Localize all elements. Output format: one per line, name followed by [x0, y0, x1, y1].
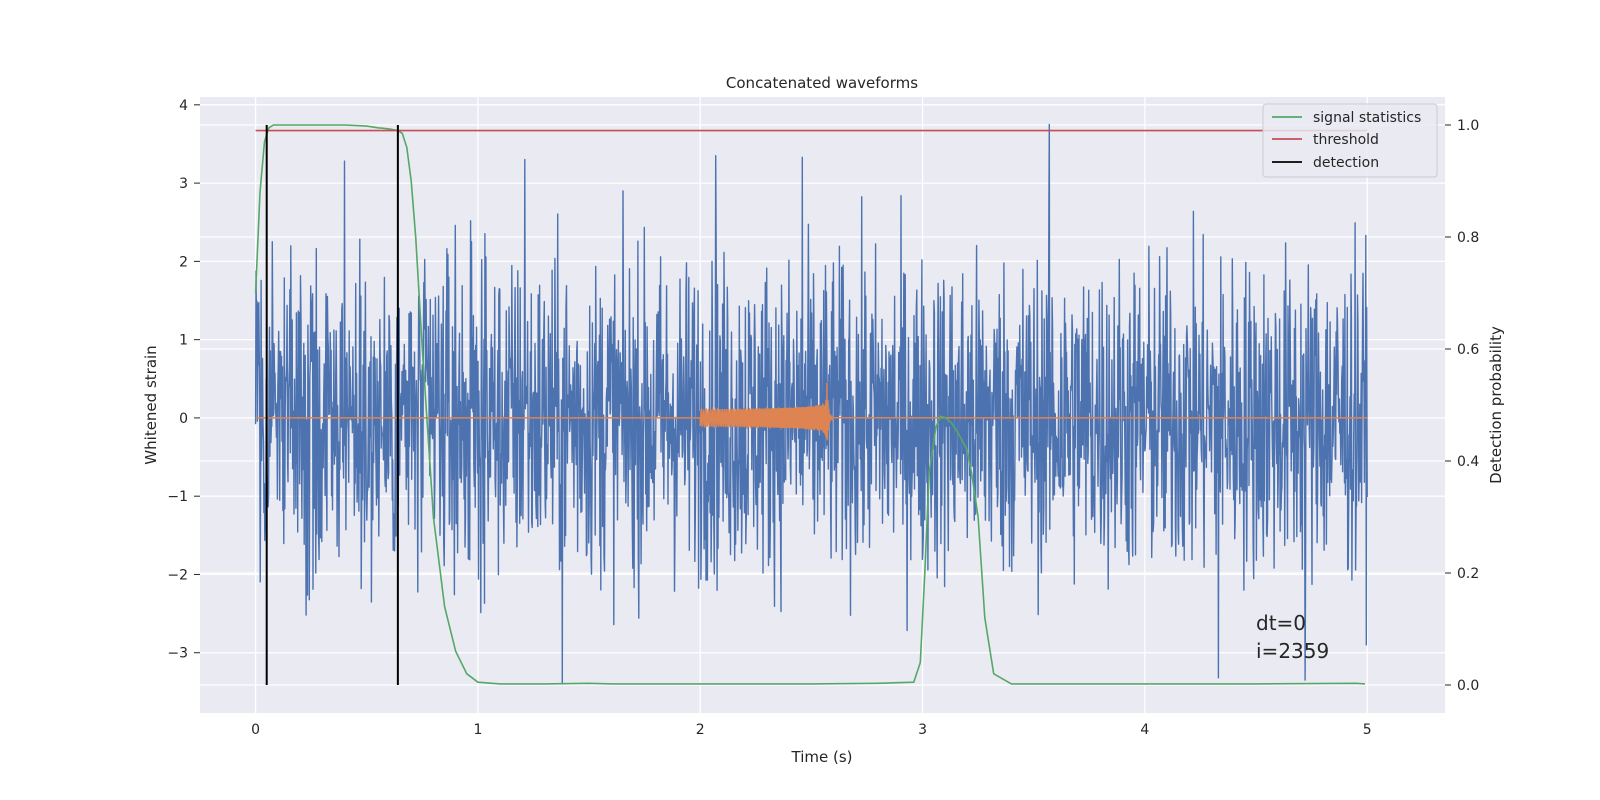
y-tick-label-6: 3 [179, 176, 188, 192]
template-line [255, 382, 1368, 441]
x-tick-label-3: 3 [918, 722, 927, 738]
y-tick-label-7: 4 [179, 98, 188, 114]
x-tick-label-4: 4 [1140, 722, 1149, 738]
y2-tick-label-4: 0.8 [1457, 230, 1479, 246]
y-axis-ticks: −3 −2 −1 0 1 2 3 4 [167, 98, 200, 662]
legend-signal-label: signal statistics [1313, 110, 1421, 126]
x-tick-label-5: 5 [1363, 722, 1372, 738]
y-tick-label-0: −3 [167, 646, 188, 662]
legend-detection-label: detection [1313, 155, 1379, 171]
y-tick-label-2: −1 [167, 489, 188, 505]
chart-title: Concatenated waveforms [726, 74, 918, 92]
y2-tick-label-3: 0.6 [1457, 342, 1479, 358]
y-tick-label-3: 0 [179, 411, 188, 427]
x-tick-label-1: 1 [473, 722, 482, 738]
y2-axis-ticks: 0.0 0.2 0.4 0.6 0.8 1.0 [1445, 118, 1479, 694]
x-axis-label: Time (s) [791, 748, 853, 766]
strain-line [254, 123, 1368, 685]
x-tick-label-0: 0 [251, 722, 260, 738]
y2-tick-label-5: 1.0 [1457, 118, 1479, 134]
legend-threshold-label: threshold [1313, 132, 1379, 148]
x-axis-ticks: 0 1 2 3 4 5 [251, 722, 1372, 738]
y2-tick-label-0: 0.0 [1457, 678, 1479, 694]
y2-tick-label-2: 0.4 [1457, 454, 1479, 470]
y2-tick-label-1: 0.2 [1457, 566, 1479, 582]
y2-axis-label: Detection probability [1487, 326, 1505, 484]
x-tick-label-2: 2 [696, 722, 705, 738]
signal-statistics-line [254, 124, 1366, 685]
legend: signal statistics threshold detection [1262, 103, 1438, 178]
y-tick-label-5: 2 [179, 254, 188, 270]
annotation-dt: dt=0 [1256, 611, 1306, 635]
legend-box [1262, 103, 1438, 178]
y-tick-label-1: −2 [167, 567, 188, 583]
detection-lines [265, 125, 399, 685]
y-tick-label-4: 1 [179, 333, 188, 349]
y-axis-label: Whitened strain [142, 345, 160, 464]
annotation-index: i=2359 [1256, 639, 1329, 663]
